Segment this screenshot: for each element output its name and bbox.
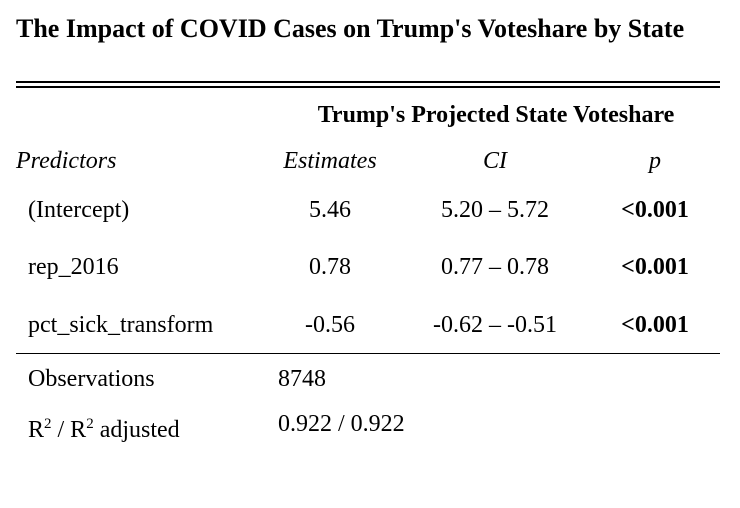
r2-superscript: 2 — [44, 416, 52, 432]
mid-rule — [16, 353, 720, 354]
estimate-value: 5.46 — [309, 197, 351, 223]
ci-value: 0.77 – 0.78 — [441, 254, 549, 280]
p-value: <0.001 — [621, 197, 689, 223]
r2-adjusted-superscript: 2 — [86, 416, 94, 432]
observations-label: Observations — [28, 366, 155, 392]
p-value: <0.001 — [621, 254, 689, 280]
r-squared-label: R2 / R2 adjusted — [28, 416, 180, 444]
column-header-ci: CI — [483, 148, 507, 174]
estimate-value: -0.56 — [305, 312, 355, 338]
r2-base: R — [28, 417, 45, 443]
predictor-name: (Intercept) — [28, 197, 130, 223]
predictor-name: pct_sick_transform — [28, 312, 214, 338]
column-header-p: p — [649, 148, 661, 174]
top-rule-double — [16, 86, 720, 88]
predictor-name: rep_2016 — [28, 254, 119, 280]
p-value: <0.001 — [621, 312, 689, 338]
top-rule — [16, 81, 720, 83]
dependent-variable-header: Trump's Projected State Voteshare — [317, 102, 675, 128]
r2-adjusted-text: adjusted — [93, 417, 180, 443]
r-squared-value: 0.922 / 0.922 — [278, 411, 405, 437]
ci-value: -0.62 – -0.51 — [433, 312, 557, 338]
column-header-predictors: Predictors — [16, 148, 117, 174]
observations-value: 8748 — [278, 366, 326, 392]
ci-value: 5.20 – 5.72 — [441, 197, 549, 223]
column-header-estimates: Estimates — [283, 148, 377, 174]
estimate-value: 0.78 — [309, 254, 351, 280]
r2-separator: / R — [51, 417, 87, 443]
table-title: The Impact of COVID Cases on Trump's Vot… — [16, 14, 685, 43]
